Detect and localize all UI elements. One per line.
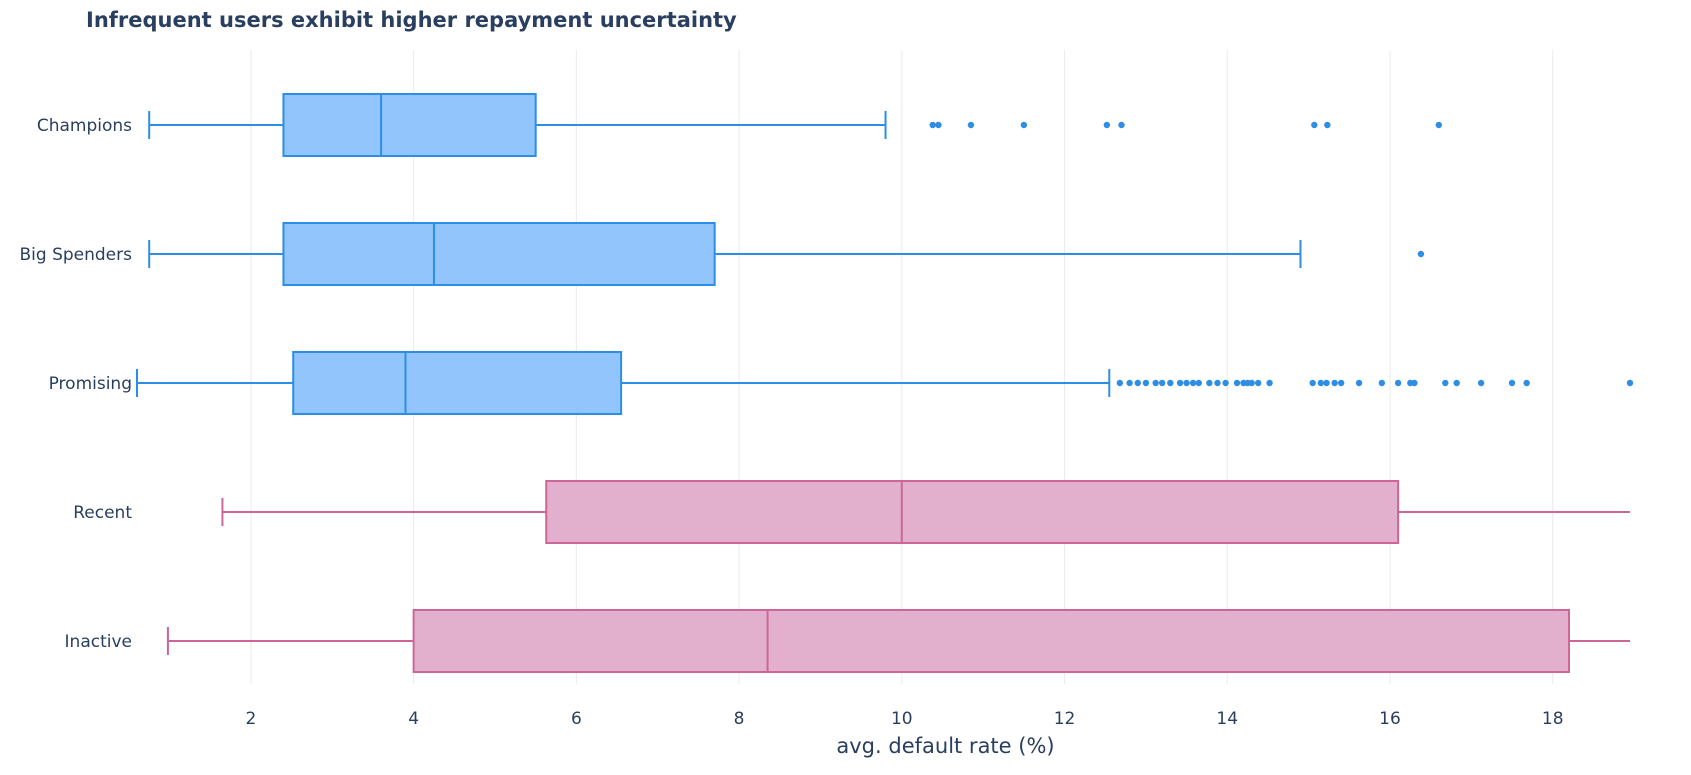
- box-recent: [221, 480, 1630, 544]
- outlier-point: [1317, 379, 1325, 387]
- outlier-point: [967, 121, 975, 129]
- outlier-point: [1183, 379, 1190, 387]
- y-tick-label: Inactive: [65, 632, 132, 652]
- outlier-point: [1134, 379, 1141, 387]
- x-tick-label: 18: [1542, 709, 1564, 729]
- outlier-point: [1477, 379, 1485, 387]
- outlier-point: [1355, 379, 1363, 387]
- outlier-point: [1103, 121, 1111, 129]
- outlier-point: [1126, 379, 1133, 387]
- outlier-point: [1323, 379, 1330, 387]
- outlier-point: [1206, 379, 1213, 387]
- outlier-point: [1417, 250, 1425, 258]
- box-inactive: [166, 609, 1630, 673]
- x-tick-label: 6: [571, 709, 582, 729]
- x-tick-label: 2: [245, 709, 256, 729]
- outlier-point: [1324, 121, 1331, 129]
- outlier-point: [1233, 379, 1241, 387]
- x-axis-tick-labels: 2 4 6 8 10 12 14 16 18: [245, 709, 1563, 729]
- outlier-point: [935, 121, 942, 129]
- outlier-point: [1378, 379, 1386, 387]
- y-tick-label: Big Spenders: [20, 245, 133, 265]
- y-tick-label: Champions: [37, 116, 132, 136]
- iqr-box: [292, 351, 623, 415]
- outlier-point: [1626, 379, 1634, 387]
- y-tick-label: Recent: [73, 503, 132, 523]
- iqr-box: [282, 222, 716, 286]
- outlier-point: [1435, 121, 1442, 129]
- outlier-point: [1523, 379, 1530, 387]
- chart-title: Infrequent users exhibit higher repaymen…: [86, 8, 737, 32]
- box-champions: [148, 93, 1442, 157]
- outlier-point: [1453, 379, 1460, 387]
- outlier-point: [1337, 379, 1345, 387]
- outlier-point: [929, 121, 936, 129]
- outlier-point: [1311, 121, 1318, 129]
- y-tick-label: Promising: [49, 374, 132, 394]
- outlier-point: [1394, 379, 1402, 387]
- outlier-point: [1167, 379, 1174, 387]
- iqr-box: [545, 480, 1400, 544]
- outlier-point: [1508, 379, 1516, 387]
- outlier-point: [1222, 379, 1229, 387]
- outlier-point: [1331, 379, 1338, 387]
- outlier-point: [1152, 379, 1159, 387]
- outlier-point: [1116, 379, 1124, 387]
- x-tick-label: 14: [1216, 709, 1238, 729]
- x-tick-label: 8: [734, 709, 745, 729]
- box-series: [136, 93, 1634, 673]
- x-tick-label: 16: [1379, 709, 1401, 729]
- outlier-point: [1189, 379, 1197, 387]
- box-big-spenders: [148, 222, 1425, 286]
- x-tick-label: 4: [408, 709, 419, 729]
- outlier-point: [1118, 121, 1125, 129]
- outlier-point: [1266, 379, 1273, 387]
- outlier-point: [1142, 379, 1150, 387]
- outlier-point: [1195, 379, 1202, 387]
- outlier-point: [1254, 379, 1262, 387]
- outlier-point: [1411, 379, 1418, 387]
- outlier-point: [1248, 379, 1255, 387]
- x-tick-label: 12: [1054, 709, 1076, 729]
- x-axis-label: avg. default rate (%): [836, 734, 1055, 758]
- outlier-point: [1176, 379, 1184, 387]
- outlier-point: [1020, 121, 1028, 129]
- box-promising: [136, 351, 1634, 415]
- outlier-point: [1309, 379, 1316, 387]
- outlier-point: [1214, 379, 1221, 387]
- x-tick-label: 10: [891, 709, 913, 729]
- iqr-box: [412, 609, 1570, 673]
- y-axis-tick-labels: Champions Big Spenders Promising Recent Inac…: [20, 116, 133, 652]
- iqr-box: [282, 93, 537, 157]
- outlier-point: [1158, 379, 1166, 387]
- outlier-point: [1442, 379, 1449, 387]
